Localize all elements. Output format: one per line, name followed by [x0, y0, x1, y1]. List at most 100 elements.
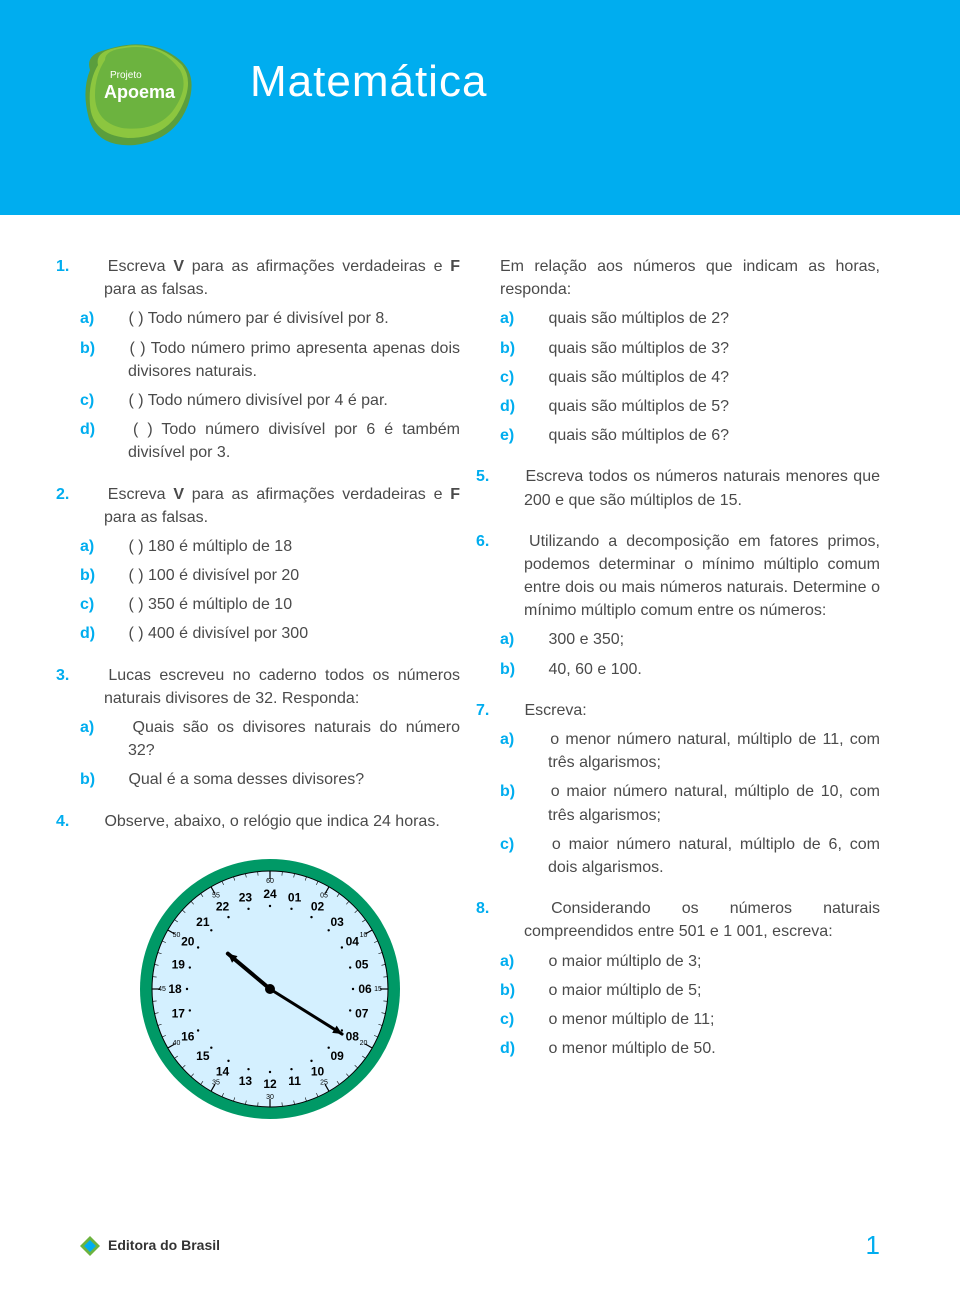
item-text: o menor número natural, múltiplo de 11, … — [548, 731, 880, 771]
item-label: a) — [524, 950, 544, 973]
question-3: 3. Lucas escreveu no caderno todos os nú… — [80, 664, 460, 792]
item-label: a) — [524, 307, 544, 330]
question-text: Escreva V para as afirmações verdadeiras… — [104, 258, 460, 298]
svg-text:12: 12 — [263, 1077, 277, 1091]
item-label: a) — [524, 628, 544, 651]
question-number: 7. — [500, 699, 520, 722]
svg-text:11: 11 — [288, 1074, 301, 1088]
svg-text:14: 14 — [216, 1064, 230, 1078]
item-text: Quais são os divisores naturais do númer… — [128, 719, 460, 759]
svg-text:09: 09 — [330, 1049, 344, 1063]
question-1: 1. Escreva V para as afirmações verdadei… — [80, 255, 460, 465]
svg-text:25: 25 — [320, 1079, 328, 1086]
svg-text:22: 22 — [216, 899, 230, 913]
item-label: b) — [104, 337, 124, 360]
svg-text:15: 15 — [196, 1049, 210, 1063]
question-8: 8. Considerando os números naturais comp… — [500, 897, 880, 1060]
item-text: ( ) 400 é divisível por 300 — [128, 625, 308, 642]
item-label: a) — [104, 307, 124, 330]
item-label: c) — [104, 593, 124, 616]
item-label: a) — [104, 535, 124, 558]
item-label: c) — [524, 833, 544, 856]
page-footer: Editora do Brasil 1 — [0, 1207, 960, 1304]
svg-text:01: 01 — [288, 890, 302, 904]
item-label: b) — [104, 768, 124, 791]
item-text: quais são múltiplos de 3? — [548, 340, 729, 357]
question-2: 2. Escreva V para as afirmações verdadei… — [80, 483, 460, 646]
item-text: 300 e 350; — [548, 631, 624, 648]
question-number: 2. — [80, 483, 100, 506]
item-label: a) — [104, 716, 124, 739]
item-text: ( ) Todo número primo apresenta apenas d… — [128, 340, 460, 380]
svg-text:30: 30 — [266, 1094, 274, 1101]
question-text: Em relação aos números que indicam as ho… — [500, 255, 880, 301]
item-text: 40, 60 e 100. — [548, 661, 641, 678]
question-number: 5. — [500, 465, 520, 488]
item-text: Qual é a soma desses divisores? — [128, 771, 364, 788]
page-title: Matemática — [250, 50, 487, 114]
svg-text:45: 45 — [158, 986, 166, 993]
svg-text:15: 15 — [374, 986, 382, 993]
item-label: c) — [524, 1008, 544, 1031]
item-label: d) — [104, 622, 124, 645]
item-label: e) — [524, 424, 544, 447]
item-text: ( ) 180 é múltiplo de 18 — [128, 538, 292, 555]
logo-badge: Projeto Apoema — [80, 40, 200, 150]
item-text: o menor múltiplo de 11; — [548, 1011, 714, 1028]
svg-text:50: 50 — [173, 932, 181, 939]
svg-text:02: 02 — [311, 899, 325, 913]
item-text: quais são múltiplos de 4? — [548, 369, 729, 386]
right-column: Em relação aos números que indicam as ho… — [500, 255, 880, 1147]
question-text: Utilizando a decomposição em fatores pri… — [524, 533, 880, 620]
svg-text:18: 18 — [168, 982, 182, 996]
svg-text:19: 19 — [172, 957, 186, 971]
svg-text:55: 55 — [212, 892, 220, 899]
item-text: o maior número natural, múltiplo de 10, … — [548, 783, 880, 823]
publisher-icon — [80, 1236, 100, 1256]
page-number: 1 — [866, 1227, 880, 1265]
item-label: b) — [524, 658, 544, 681]
svg-text:10: 10 — [311, 1064, 325, 1078]
item-text: ( ) Todo número par é divisível por 8. — [128, 310, 388, 327]
question-text: Lucas escreveu no caderno todos os númer… — [104, 667, 460, 707]
item-text: quais são múltiplos de 2? — [548, 310, 729, 327]
item-text: o maior múltiplo de 5; — [548, 982, 701, 999]
item-label: d) — [524, 395, 544, 418]
page-body: 1. Escreva V para as afirmações verdadei… — [0, 215, 960, 1207]
item-label: c) — [524, 366, 544, 389]
question-number: 6. — [500, 530, 520, 553]
question-text: Escreva: — [524, 702, 586, 719]
item-label: b) — [524, 780, 544, 803]
question-number: 8. — [500, 897, 520, 920]
publisher-brand: Editora do Brasil — [80, 1235, 220, 1255]
item-text: ( ) Todo número divisível por 6 é também… — [128, 421, 460, 461]
item-label: d) — [524, 1037, 544, 1060]
svg-text:05: 05 — [320, 892, 328, 899]
svg-text:07: 07 — [355, 1006, 369, 1020]
svg-text:35: 35 — [212, 1079, 220, 1086]
svg-text:24: 24 — [263, 887, 277, 901]
item-text: o maior número natural, múltiplo de 6, c… — [548, 836, 880, 876]
question-text: Considerando os números naturais compree… — [524, 900, 880, 940]
svg-text:16: 16 — [181, 1029, 195, 1043]
logo-line1: Projeto — [110, 70, 142, 81]
svg-text:40: 40 — [173, 1040, 181, 1047]
logo-line2: Apoema — [104, 82, 176, 102]
svg-text:04: 04 — [346, 934, 360, 948]
question-7: 7. Escreva: a) o menor número natural, m… — [500, 699, 880, 879]
question-text: Escreva todos os números naturais menore… — [524, 468, 880, 508]
item-label: b) — [524, 337, 544, 360]
svg-text:21: 21 — [196, 915, 210, 929]
question-5: 5. Escreva todos os números naturais men… — [500, 465, 880, 511]
page-header: Projeto Apoema Matemática — [0, 0, 960, 215]
question-6: 6. Utilizando a decomposição em fatores … — [500, 530, 880, 681]
svg-text:17: 17 — [172, 1006, 186, 1020]
item-text: o menor múltiplo de 50. — [548, 1040, 715, 1057]
question-4: 4. Observe, abaixo, o relógio que indica… — [80, 810, 460, 1129]
svg-text:13: 13 — [239, 1074, 253, 1088]
item-text: ( ) Todo número divisível por 4 é par. — [128, 392, 387, 409]
clock-diagram: 0510152025303540455055600102030405060708… — [130, 849, 410, 1129]
publisher-name: Editora do Brasil — [108, 1235, 220, 1255]
item-text: ( ) 100 é divisível por 20 — [128, 567, 299, 584]
svg-text:08: 08 — [346, 1029, 360, 1043]
